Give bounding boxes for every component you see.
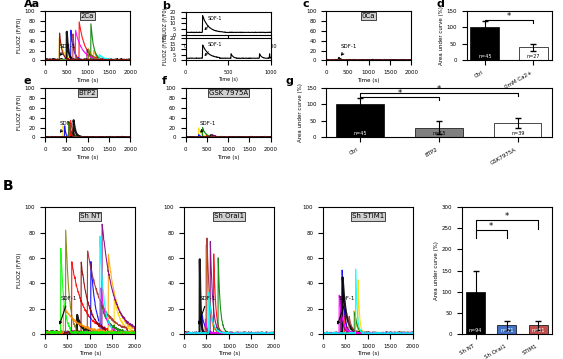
Text: BTP2: BTP2 bbox=[79, 90, 96, 96]
X-axis label: Time (s): Time (s) bbox=[77, 78, 99, 83]
Bar bbox=[494, 122, 542, 137]
Text: SDF-1: SDF-1 bbox=[60, 121, 76, 132]
Y-axis label: FLUOZ (F/F0): FLUOZ (F/F0) bbox=[17, 95, 22, 130]
Text: n=71: n=71 bbox=[500, 328, 513, 332]
X-axis label: Time (s): Time (s) bbox=[218, 351, 240, 356]
Text: SDF-1: SDF-1 bbox=[337, 296, 355, 324]
Text: f: f bbox=[162, 76, 167, 86]
Text: n=51: n=51 bbox=[531, 328, 545, 332]
Y-axis label: FLUOZ (F/F0): FLUOZ (F/F0) bbox=[17, 253, 22, 288]
Text: n=45: n=45 bbox=[478, 55, 491, 60]
Text: SDF-1: SDF-1 bbox=[205, 16, 222, 30]
Text: *: * bbox=[397, 89, 401, 98]
Text: Sh NT: Sh NT bbox=[79, 214, 100, 219]
Text: c: c bbox=[302, 0, 309, 9]
X-axis label: Time (s): Time (s) bbox=[358, 78, 380, 83]
Y-axis label: Area under curve (%): Area under curve (%) bbox=[298, 83, 303, 142]
Text: SDF-1: SDF-1 bbox=[341, 44, 357, 55]
Text: g: g bbox=[285, 76, 293, 86]
Text: 0Ca: 0Ca bbox=[362, 13, 376, 19]
Text: SDF-1: SDF-1 bbox=[60, 296, 77, 324]
Text: SDF-1: SDF-1 bbox=[199, 296, 216, 324]
Bar bbox=[519, 47, 548, 60]
Text: Sh Orai1: Sh Orai1 bbox=[214, 214, 244, 219]
X-axis label: Time (s): Time (s) bbox=[357, 351, 379, 356]
X-axis label: Time (s): Time (s) bbox=[77, 155, 99, 160]
Text: SDF-1: SDF-1 bbox=[205, 42, 222, 55]
Text: n=27: n=27 bbox=[526, 55, 540, 60]
X-axis label: Time (s): Time (s) bbox=[79, 351, 101, 356]
Text: *: * bbox=[437, 85, 441, 94]
Y-axis label: Area under curve (%): Area under curve (%) bbox=[439, 6, 444, 65]
Y-axis label: FLUOZ (F/F0): FLUOZ (F/F0) bbox=[17, 18, 22, 53]
Bar bbox=[498, 325, 516, 334]
Text: b: b bbox=[162, 1, 169, 11]
Text: n=15: n=15 bbox=[432, 131, 446, 136]
Y-axis label: FLUOZ (F/F0): FLUOZ (F/F0) bbox=[163, 8, 168, 39]
Text: SDF-1: SDF-1 bbox=[200, 121, 216, 132]
Text: Aa: Aa bbox=[24, 0, 40, 9]
X-axis label: Time (s): Time (s) bbox=[218, 76, 238, 81]
Bar bbox=[336, 104, 383, 137]
Text: n=45: n=45 bbox=[353, 131, 367, 136]
Y-axis label: Area under curve (%): Area under curve (%) bbox=[434, 241, 439, 300]
Text: *: * bbox=[507, 12, 511, 21]
Text: d: d bbox=[437, 0, 445, 9]
Text: n=94: n=94 bbox=[469, 328, 482, 332]
Text: *: * bbox=[489, 222, 493, 231]
Y-axis label: FLUOZ (F/F0): FLUOZ (F/F0) bbox=[163, 34, 168, 65]
Bar bbox=[415, 127, 463, 137]
Text: 2Ca: 2Ca bbox=[81, 13, 95, 19]
X-axis label: Time (s): Time (s) bbox=[217, 155, 239, 160]
Text: SDF-1: SDF-1 bbox=[60, 44, 76, 55]
Bar bbox=[466, 292, 485, 334]
Text: e: e bbox=[24, 76, 32, 86]
Bar bbox=[529, 325, 548, 334]
Text: B: B bbox=[3, 179, 14, 193]
Bar bbox=[471, 27, 499, 60]
Text: n=39: n=39 bbox=[511, 131, 525, 136]
Text: GSK 7975A: GSK 7975A bbox=[208, 90, 248, 96]
Text: Sh STIM1: Sh STIM1 bbox=[352, 214, 384, 219]
Text: *: * bbox=[505, 211, 509, 220]
